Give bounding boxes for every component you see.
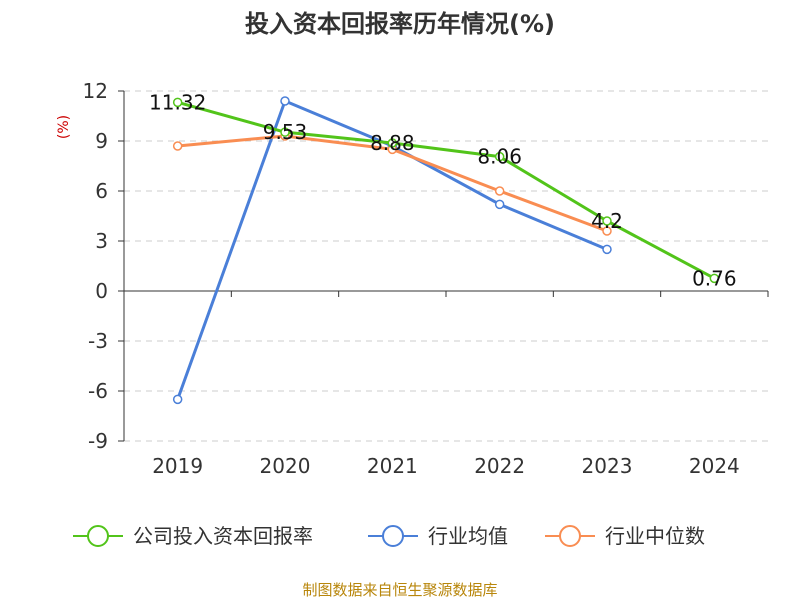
data-labels: 11.32 9.53 8.88 8.06 4.2 0.76	[149, 90, 737, 290]
legend-marker	[87, 525, 109, 547]
x-tick-labels: 2019 2020 2021 2022 2023 2024	[152, 454, 740, 478]
legend-label: 公司投入资本回报率	[133, 524, 313, 548]
axes	[123, 91, 769, 441]
source-note: 制图数据来自恒生聚源数据库	[302, 581, 497, 599]
series-0	[172, 97, 720, 284]
x-tick-label-2020: 2020	[260, 454, 311, 478]
legend-item-0: 公司投入资本回报率	[73, 524, 313, 548]
series-point	[602, 216, 612, 226]
y-tick-label: -6	[88, 379, 108, 403]
x-tick-label-2019: 2019	[152, 454, 203, 478]
y-tick-label: 6	[95, 179, 108, 203]
series-lines	[172, 96, 720, 405]
series-point	[602, 244, 612, 255]
data-label-2019: 11.32	[149, 90, 206, 114]
series-line-0	[177, 100, 716, 280]
y-axis-label: (%)	[56, 115, 72, 139]
y-tick-label: -3	[88, 329, 108, 353]
y-tick-label: -9	[88, 429, 108, 453]
y-tick-labels: 12 9 6 3 0 -3 -6 -9	[83, 79, 124, 453]
legend-label: 行业中位数	[605, 524, 705, 548]
y-tick-label: 0	[95, 279, 108, 303]
series-point	[494, 186, 505, 196]
series-point	[602, 226, 612, 236]
legend-label: 行业均值	[428, 524, 508, 548]
series-point	[494, 151, 505, 162]
data-label-2024: 0.76	[692, 266, 737, 290]
data-label-2023: 4.2	[591, 209, 623, 233]
x-tick-label-2022: 2022	[474, 454, 525, 478]
legend-item-2: 行业中位数	[545, 524, 705, 548]
legend-marker	[559, 525, 581, 547]
data-label-2022: 8.06	[477, 145, 522, 169]
series-point	[280, 127, 290, 137]
legend: 公司投入资本回报率 行业均值 行业中位数	[73, 524, 705, 548]
chart-title: 投入资本回报率历年情况(%)	[245, 10, 555, 38]
legend-marker	[382, 525, 404, 547]
data-label-2021: 8.88	[370, 131, 415, 155]
x-tick-label-2024: 2024	[689, 454, 740, 478]
x-tick-label-2021: 2021	[367, 454, 418, 478]
data-label-2020: 9.53	[263, 120, 308, 144]
grid-lines	[124, 90, 768, 442]
y-tick-label: 12	[83, 79, 108, 103]
series-point	[709, 273, 720, 284]
series-point	[494, 199, 505, 210]
series-point	[172, 97, 183, 108]
x-tick-label-2023: 2023	[582, 454, 633, 478]
series-point	[387, 138, 398, 148]
series-point	[172, 141, 183, 151]
y-tick-label: 9	[95, 129, 108, 153]
series-point	[172, 394, 183, 405]
y-tick-label: 3	[95, 229, 108, 253]
series-point	[280, 96, 290, 106]
legend-item-1: 行业均值	[368, 524, 508, 548]
